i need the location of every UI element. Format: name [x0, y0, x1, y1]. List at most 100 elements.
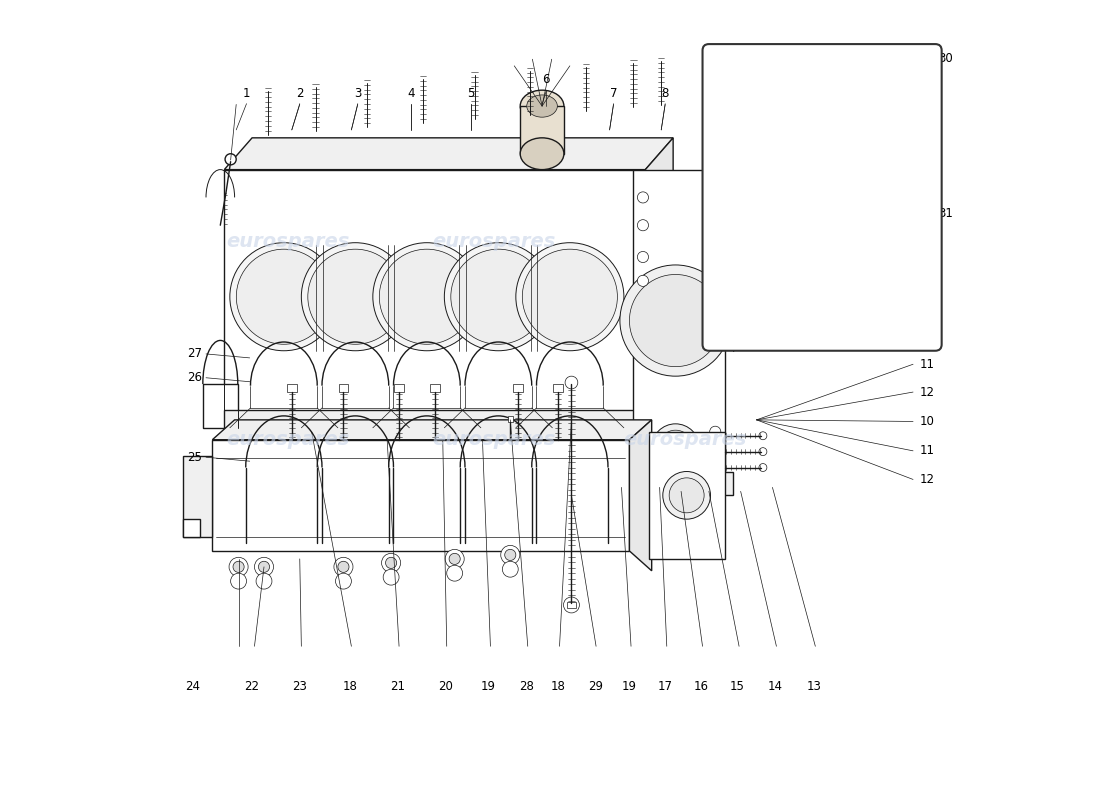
- Circle shape: [710, 192, 720, 203]
- Polygon shape: [725, 150, 920, 194]
- Circle shape: [385, 558, 397, 569]
- Circle shape: [308, 249, 403, 344]
- Circle shape: [695, 503, 703, 511]
- Circle shape: [505, 550, 516, 561]
- Circle shape: [774, 292, 783, 302]
- Polygon shape: [629, 420, 651, 571]
- Circle shape: [301, 242, 409, 350]
- Bar: [202, 384, 238, 428]
- Circle shape: [812, 215, 829, 232]
- Circle shape: [563, 597, 580, 613]
- Text: 11: 11: [920, 358, 934, 370]
- Circle shape: [620, 265, 732, 376]
- Circle shape: [629, 274, 722, 366]
- Text: 19: 19: [621, 680, 637, 693]
- Circle shape: [447, 566, 463, 581]
- Text: 8: 8: [661, 86, 669, 100]
- Circle shape: [516, 242, 624, 350]
- Circle shape: [637, 454, 649, 465]
- Circle shape: [451, 249, 546, 344]
- Polygon shape: [183, 456, 212, 537]
- Circle shape: [229, 558, 249, 576]
- Circle shape: [763, 215, 781, 232]
- Text: eurospares: eurospares: [227, 430, 350, 450]
- Text: 16: 16: [693, 680, 708, 693]
- Bar: [339, 384, 349, 392]
- Bar: [224, 410, 646, 428]
- Circle shape: [766, 203, 779, 216]
- Text: 9: 9: [713, 86, 721, 100]
- Circle shape: [808, 198, 832, 221]
- Text: 27: 27: [187, 347, 202, 361]
- Text: 1: 1: [243, 86, 251, 100]
- Circle shape: [651, 424, 700, 471]
- Circle shape: [774, 205, 783, 214]
- Circle shape: [226, 154, 236, 165]
- Polygon shape: [705, 162, 725, 190]
- Text: eurospares: eurospares: [227, 232, 350, 250]
- Text: 21: 21: [390, 680, 405, 693]
- Text: 26: 26: [187, 371, 202, 384]
- Ellipse shape: [520, 90, 564, 122]
- Polygon shape: [224, 170, 646, 428]
- Circle shape: [446, 550, 464, 569]
- Ellipse shape: [520, 138, 564, 170]
- Circle shape: [338, 562, 349, 572]
- Text: 23: 23: [293, 680, 307, 693]
- Text: 15: 15: [729, 680, 744, 693]
- Circle shape: [710, 275, 720, 286]
- Circle shape: [256, 573, 272, 589]
- Circle shape: [230, 242, 338, 350]
- Polygon shape: [224, 138, 673, 170]
- Circle shape: [254, 558, 274, 576]
- Bar: [287, 384, 297, 392]
- Circle shape: [669, 478, 704, 513]
- Circle shape: [774, 310, 783, 319]
- Text: eurospares: eurospares: [432, 232, 557, 250]
- Text: eurospares: eurospares: [624, 430, 747, 450]
- Circle shape: [233, 562, 244, 572]
- Text: 11: 11: [920, 444, 934, 458]
- Circle shape: [336, 573, 351, 589]
- Circle shape: [382, 554, 400, 572]
- Text: 14: 14: [768, 680, 782, 693]
- Circle shape: [500, 546, 520, 565]
- Bar: [430, 384, 440, 392]
- Text: 24: 24: [185, 680, 200, 693]
- Circle shape: [383, 570, 399, 585]
- Bar: [514, 384, 522, 392]
- Text: eurospares: eurospares: [432, 430, 557, 450]
- Circle shape: [774, 274, 783, 284]
- Text: 28: 28: [519, 680, 534, 693]
- Polygon shape: [634, 170, 725, 491]
- Text: 29: 29: [587, 680, 603, 693]
- Text: 6: 6: [542, 73, 550, 86]
- Text: 7: 7: [609, 86, 617, 100]
- Circle shape: [236, 249, 331, 344]
- Bar: [394, 384, 404, 392]
- Text: 5: 5: [466, 86, 474, 100]
- Circle shape: [503, 562, 518, 577]
- Circle shape: [710, 251, 720, 262]
- Polygon shape: [649, 432, 725, 559]
- Circle shape: [637, 251, 649, 262]
- Text: Dal motore n° 1936: Dal motore n° 1936: [720, 240, 830, 250]
- Text: 13: 13: [806, 680, 822, 693]
- Circle shape: [710, 220, 720, 230]
- Text: 10: 10: [920, 415, 934, 428]
- Circle shape: [231, 573, 246, 589]
- Circle shape: [774, 257, 783, 266]
- Text: 31: 31: [937, 207, 953, 220]
- Text: Du moteur n° 1936: Du moteur n° 1936: [720, 291, 828, 301]
- Circle shape: [759, 448, 767, 456]
- Text: 3: 3: [354, 86, 362, 100]
- Polygon shape: [520, 106, 564, 154]
- Circle shape: [646, 495, 653, 503]
- Circle shape: [334, 558, 353, 576]
- Circle shape: [759, 463, 767, 471]
- Circle shape: [814, 203, 826, 216]
- Circle shape: [258, 562, 270, 572]
- Circle shape: [761, 198, 783, 221]
- Polygon shape: [621, 471, 733, 495]
- Text: 12: 12: [920, 386, 934, 398]
